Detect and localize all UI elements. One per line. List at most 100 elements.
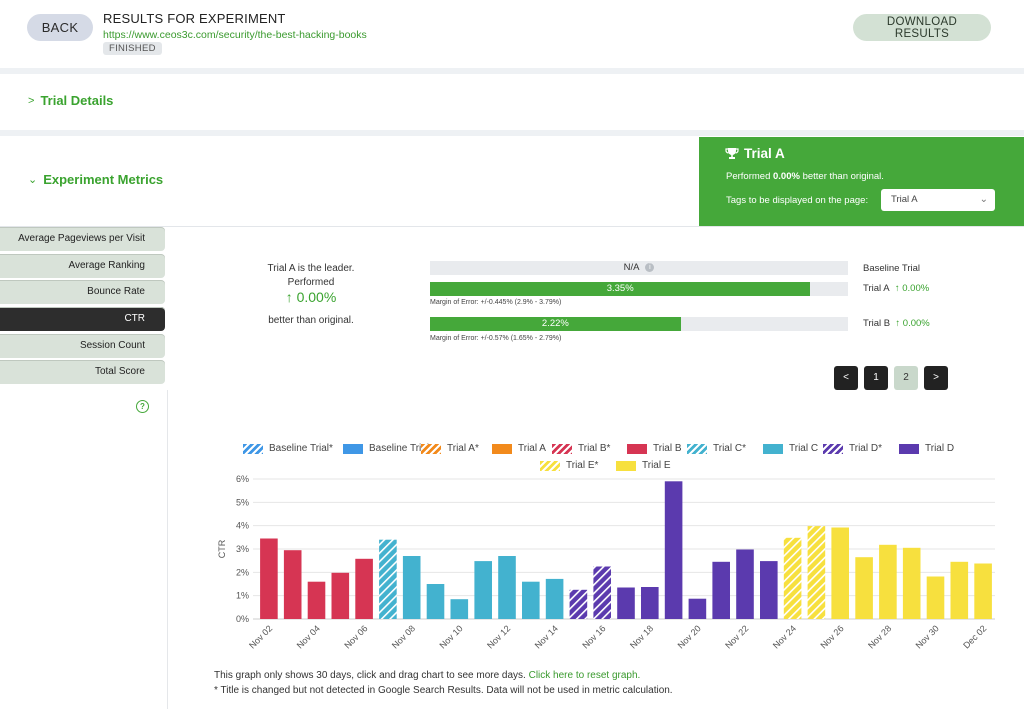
y-tick-label: 1% — [236, 591, 249, 601]
tab-average-pageviews[interactable]: Average Pageviews per Visit — [0, 227, 165, 251]
chart-bar[interactable] — [783, 537, 802, 619]
legend-swatch — [243, 443, 263, 454]
legend-item[interactable]: Baseline Trial* — [243, 443, 333, 454]
next-page-button[interactable]: > — [924, 366, 948, 390]
results-header — [0, 0, 1024, 68]
chart-bar[interactable] — [855, 557, 873, 619]
chart-bar[interactable] — [402, 556, 421, 619]
legend-item[interactable]: Trial D* — [823, 443, 882, 454]
chart-bar[interactable] — [688, 598, 707, 619]
trial-label-a: Trial A ↑ 0.00% — [863, 283, 929, 294]
chart-bar[interactable] — [331, 572, 350, 619]
leader-value: ↑ 0.00% — [285, 289, 337, 305]
y-tick-label: 0% — [236, 614, 249, 624]
legend-label: Baseline Trial — [369, 443, 430, 454]
tab-bounce-rate[interactable]: Bounce Rate — [0, 280, 165, 304]
divider — [0, 130, 1024, 136]
legend-item[interactable]: Baseline Trial — [343, 443, 429, 454]
chart-bar[interactable] — [474, 561, 492, 619]
experiment-url-link[interactable]: https://www.ceos3c.com/security/the-best… — [103, 29, 367, 41]
chart-bar[interactable] — [617, 587, 635, 620]
legend-swatch — [343, 443, 363, 454]
tab-session-count[interactable]: Session Count — [0, 334, 165, 358]
tab-ctr[interactable]: CTR — [0, 307, 165, 331]
trial-label-b: Trial B ↑ 0.00% — [863, 318, 930, 329]
trial-details-label: Trial Details — [40, 93, 114, 108]
chart-bar[interactable] — [736, 549, 754, 620]
legend-label: Trial E* — [566, 460, 599, 471]
winner-performance-text: Performed 0.00% better than original. — [726, 171, 884, 182]
chart-bar[interactable] — [902, 547, 921, 619]
x-tick-label: Nov 20 — [676, 623, 703, 650]
chart-bar[interactable] — [926, 576, 945, 620]
x-tick-label: Nov 16 — [580, 623, 607, 650]
legend-item[interactable]: Trial B* — [552, 443, 610, 454]
chart-bar[interactable] — [450, 599, 469, 619]
chart-bar[interactable] — [426, 584, 445, 619]
ctr-bar-chart[interactable]: 0% 1% 2% 3% 4% 5% 6% CTR Nov 02 Nov 04 Nov 06 Nov 0… — [205, 472, 1005, 668]
info-icon[interactable]: i — [645, 262, 655, 272]
page-2-button[interactable]: 2 — [894, 366, 918, 390]
chart-bar[interactable] — [260, 538, 278, 620]
chart-bar[interactable] — [831, 527, 849, 620]
y-tick-label: 2% — [236, 567, 249, 577]
legend-item[interactable]: Trial B — [627, 443, 682, 454]
chart-bar[interactable] — [712, 561, 730, 619]
legend-item[interactable]: Trial A* — [421, 443, 479, 454]
x-tick-label: Nov 02 — [247, 623, 274, 650]
chart-bar[interactable] — [569, 589, 588, 619]
legend-item[interactable]: Trial E* — [540, 460, 598, 471]
chart-bar[interactable] — [498, 556, 516, 619]
chart-bar[interactable] — [950, 561, 969, 619]
prev-page-button[interactable]: < — [834, 366, 858, 390]
chart-bar[interactable] — [974, 563, 992, 620]
chart-bar[interactable] — [545, 578, 564, 619]
chart-bar[interactable] — [307, 581, 326, 619]
page-1-button[interactable]: 1 — [864, 366, 888, 390]
trial-a-name: Trial A — [863, 283, 890, 294]
chart-bar[interactable] — [807, 526, 826, 619]
status-badge: FINISHED — [103, 42, 162, 55]
legend-label: Trial D* — [849, 443, 882, 454]
tab-average-ranking[interactable]: Average Ranking — [0, 254, 165, 278]
legend-item[interactable]: Trial A — [492, 443, 546, 454]
legend-swatch — [627, 443, 647, 454]
leader-better-text: better than original. — [268, 315, 354, 326]
download-results-button[interactable]: DOWNLOAD RESULTS — [853, 14, 991, 41]
tags-select[interactable]: Trial A ⌄ — [881, 189, 995, 211]
legend-label: Trial C — [789, 443, 819, 454]
legend-item[interactable]: Trial C — [763, 443, 818, 454]
chart-bar[interactable] — [760, 561, 778, 619]
legend-item[interactable]: Trial D — [899, 443, 954, 454]
help-icon[interactable]: ? — [136, 400, 149, 413]
chart-bar[interactable] — [664, 481, 683, 619]
tab-total-score[interactable]: Total Score — [0, 360, 165, 384]
legend-item[interactable]: Trial C* — [687, 443, 746, 454]
trophy-icon — [725, 148, 739, 159]
x-tick-label: Nov 30 — [914, 623, 941, 650]
chart-bar[interactable] — [641, 587, 659, 619]
x-tick-label: Dec 02 — [961, 623, 988, 650]
legend-swatch — [616, 460, 636, 471]
legend-label: Trial C* — [713, 443, 746, 454]
x-tick-label: Nov 08 — [390, 623, 417, 650]
trial-a-margin-of-error: Margin of Error: +/-0.445% (2.9% - 3.79%… — [430, 299, 562, 306]
experiment-metrics-toggle[interactable]: ⌄ Experiment Metrics — [28, 172, 163, 187]
chart-bar[interactable] — [379, 539, 397, 619]
legend-item[interactable]: Trial E — [616, 460, 671, 471]
tags-label: Tags to be displayed on the page: — [726, 195, 869, 206]
trial-details-toggle[interactable]: > Trial Details — [28, 93, 113, 108]
chart-bar[interactable] — [593, 566, 611, 620]
x-tick-label: Nov 22 — [723, 623, 750, 650]
legend-label: Trial B* — [578, 443, 611, 454]
chart-bar[interactable] — [879, 544, 897, 619]
reset-graph-link[interactable]: Click here to reset graph. — [528, 670, 641, 681]
chart-bar[interactable] — [522, 581, 540, 619]
chart-bar[interactable] — [355, 558, 373, 619]
legend-label: Trial D — [925, 443, 955, 454]
chart-bar[interactable] — [283, 550, 302, 619]
back-button[interactable]: BACK — [27, 14, 93, 41]
leader-performed-label: Performed — [287, 277, 335, 288]
trial-b-bar: 2.22% — [430, 317, 848, 331]
y-tick-label: 5% — [236, 497, 249, 507]
